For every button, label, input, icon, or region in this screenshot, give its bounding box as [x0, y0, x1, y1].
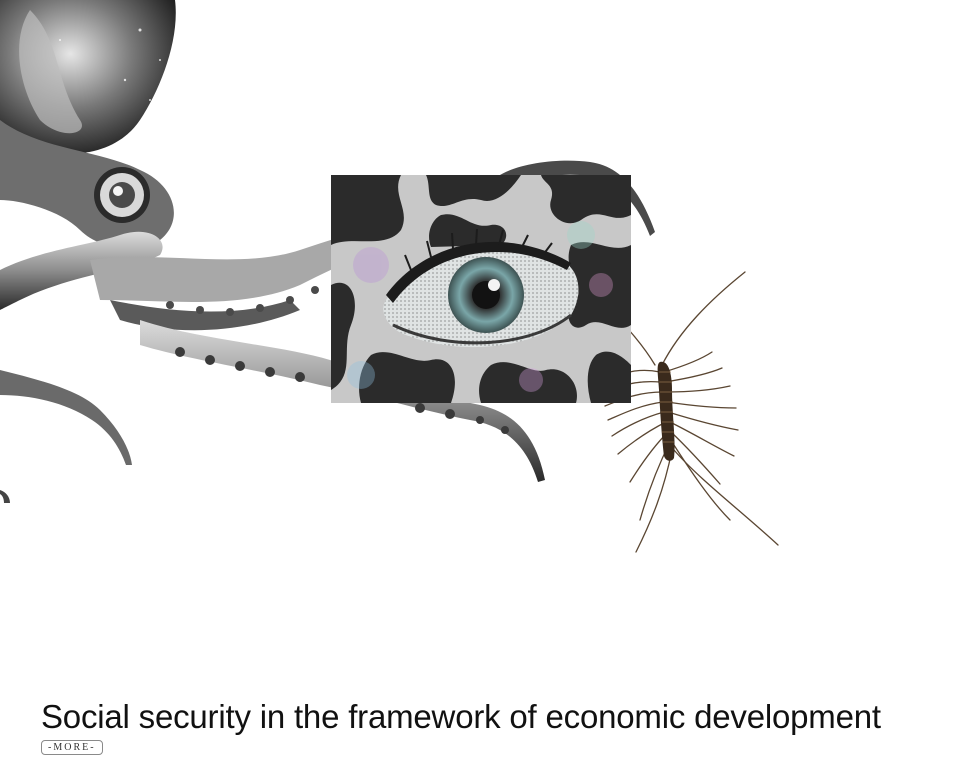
halftone-eye-image — [331, 175, 631, 403]
eye-panel-image — [331, 175, 631, 403]
more-button[interactable]: -MORE- — [41, 740, 103, 755]
collage-artwork — [0, 0, 779, 553]
article-title[interactable]: Social security in the framework of econ… — [41, 698, 881, 735]
octopus-image — [0, 0, 655, 503]
